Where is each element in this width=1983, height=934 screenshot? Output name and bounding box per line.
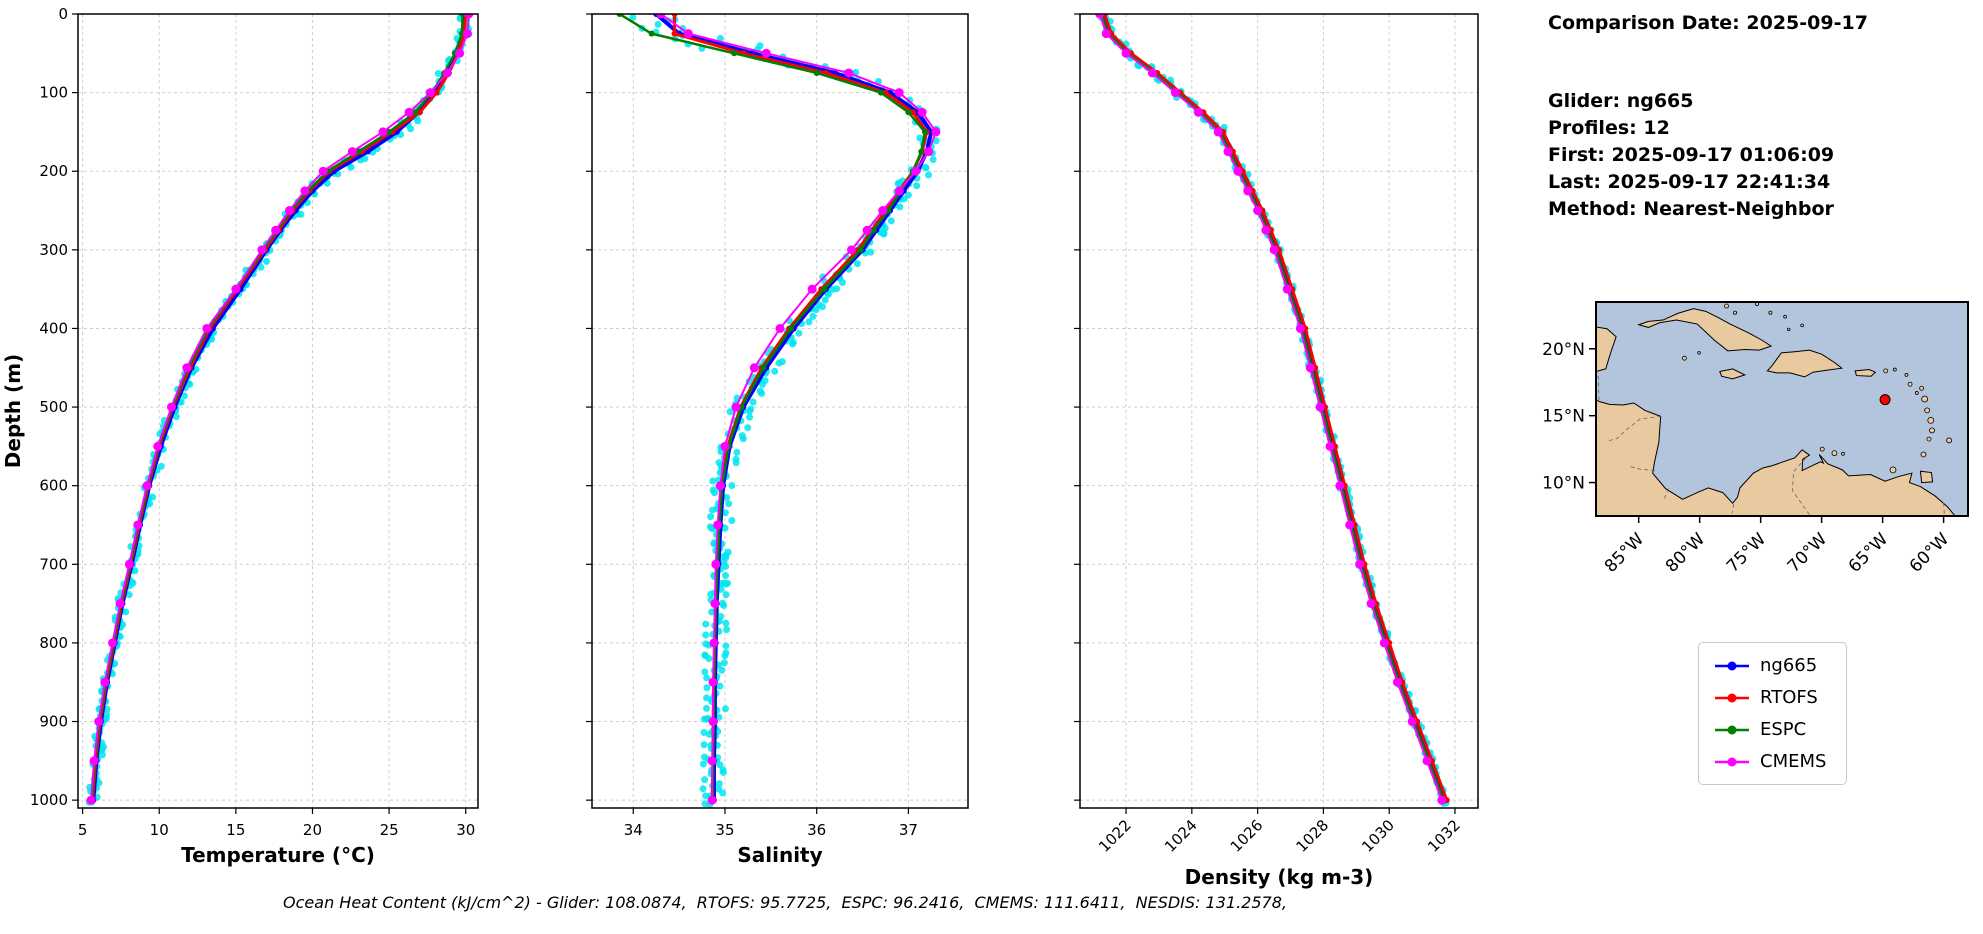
- y-tick-label: 400: [39, 319, 68, 337]
- method-label: Method: Nearest-Neighbor: [1548, 198, 1834, 220]
- y-tick-label: 500: [39, 398, 68, 416]
- info-panel-header: Comparison Date: 2025-09-17: [1548, 10, 1868, 37]
- temperature-axis-label: Temperature (°C): [181, 843, 375, 867]
- y-tick-label: 0: [58, 5, 68, 23]
- x-tick-label: 37: [899, 821, 918, 839]
- legend-swatch-icon: [1715, 661, 1749, 670]
- x-tick-label: 1026: [1227, 816, 1267, 856]
- density-axis-label: Density (kg m-3): [1185, 865, 1374, 889]
- map-lon-label: 70°W: [1784, 529, 1831, 576]
- location-map: 20°N 15°N 10°N 85°W 80°W 75°W 70°W 65°W 60°W: [1538, 296, 1983, 600]
- map-frame: [1595, 301, 1969, 517]
- temperature-panel: 5 10 15 20 25 3001002003004005006007008009001…: [1, 5, 479, 867]
- comparison-date: Comparison Date: 2025-09-17: [1548, 12, 1868, 34]
- caribbean-map: 20°N 15°N 10°N 85°W 80°W 75°W 70°W 65°W 60°W: [1542, 301, 1969, 577]
- map-lon-label: 75°W: [1723, 529, 1770, 576]
- legend-item-ESPC: ESPC: [1713, 719, 1826, 740]
- legend-swatch-icon: [1715, 725, 1749, 734]
- axes-frame: [1079, 13, 1479, 809]
- axes-frame: [591, 13, 969, 809]
- y-tick-label: 300: [39, 241, 68, 259]
- legend-label: RTOFS: [1760, 687, 1818, 708]
- glider-name: Glider: ng665: [1548, 90, 1694, 112]
- ohc-footer: Ocean Heat Content (kJ/cm^2) - Glider: 1…: [283, 893, 1287, 912]
- density-panel: 1022 1024 1026 1028 1030 1032 Density (kg m-3): [1074, 13, 1479, 889]
- y-tick-label: 700: [39, 555, 68, 573]
- y-tick-label: 200: [39, 162, 68, 180]
- x-tick-label: 10: [150, 821, 169, 839]
- depth-axis-label: Depth (m): [1, 354, 25, 468]
- glider-scatter-points: [616, 14, 941, 808]
- x-tick-label: 36: [807, 821, 826, 839]
- x-tick-label: 1030: [1358, 816, 1398, 856]
- glider-location-marker: [1879, 394, 1891, 406]
- grid-lines: [592, 13, 968, 808]
- profiles-count: Profiles: 12: [1548, 117, 1670, 139]
- map-lat-label: 10°N: [1542, 474, 1585, 494]
- legend-item-RTOFS: RTOFS: [1713, 687, 1826, 708]
- x-tick-label: 34: [624, 821, 643, 839]
- legend-swatch-icon: [1715, 757, 1749, 766]
- info-panel-details: Glider: ng665 Profiles: 12 First: 2025-0…: [1548, 88, 1834, 223]
- legend: ng665 RTOFS ESPC CMEMS: [1698, 642, 1848, 785]
- legend-swatch-icon: [1715, 693, 1749, 702]
- legend-item-CMEMS: CMEMS: [1713, 751, 1826, 772]
- grid-lines: [1080, 13, 1478, 808]
- last-profile-time: Last: 2025-09-17 22:41:34: [1548, 171, 1831, 193]
- x-tick-label: 20: [303, 821, 322, 839]
- x-tick-label: 1028: [1293, 816, 1333, 856]
- map-lon-label: 80°W: [1662, 529, 1709, 576]
- glider-scatter-points: [1098, 14, 1450, 807]
- legend-label: ng665: [1760, 655, 1818, 676]
- x-tick-label: 1022: [1095, 816, 1135, 856]
- glider-scatter-points: [85, 14, 473, 806]
- x-tick-label: 5: [78, 821, 88, 839]
- y-tick-label: 1000: [30, 791, 68, 809]
- grid-lines: [78, 13, 478, 808]
- axes-frame: [77, 13, 479, 809]
- y-tick-label: 800: [39, 634, 68, 652]
- legend-item-ng665: ng665: [1713, 655, 1826, 676]
- x-tick-label: 30: [456, 821, 475, 839]
- series-CMEMS: [86, 14, 474, 805]
- x-tick-label: 25: [380, 821, 399, 839]
- x-tick-label: 15: [226, 821, 245, 839]
- y-tick-label: 100: [39, 84, 68, 102]
- map-lat-label: 15°N: [1542, 407, 1585, 427]
- map-lon-label: 60°W: [1906, 529, 1953, 576]
- x-tick-label: 1032: [1424, 816, 1464, 856]
- legend-label: ESPC: [1760, 719, 1807, 740]
- map-land: [1596, 302, 1956, 516]
- x-tick-label: 35: [715, 821, 734, 839]
- map-lon-label: 85°W: [1601, 529, 1648, 576]
- map-lon-label: 65°W: [1845, 529, 1892, 576]
- y-tick-label: 900: [39, 713, 68, 731]
- map-lat-label: 20°N: [1542, 340, 1585, 360]
- x-tick-label: 1024: [1161, 816, 1201, 856]
- series-CMEMS: [1095, 14, 1447, 805]
- first-profile-time: First: 2025-09-17 01:06:09: [1548, 144, 1835, 166]
- salinity-axis-label: Salinity: [737, 843, 822, 867]
- series-CMEMS: [656, 14, 941, 805]
- y-tick-label: 600: [39, 477, 68, 495]
- salinity-panel: 34 35 36 37 Salinity: [586, 13, 969, 867]
- legend-label: CMEMS: [1760, 751, 1827, 772]
